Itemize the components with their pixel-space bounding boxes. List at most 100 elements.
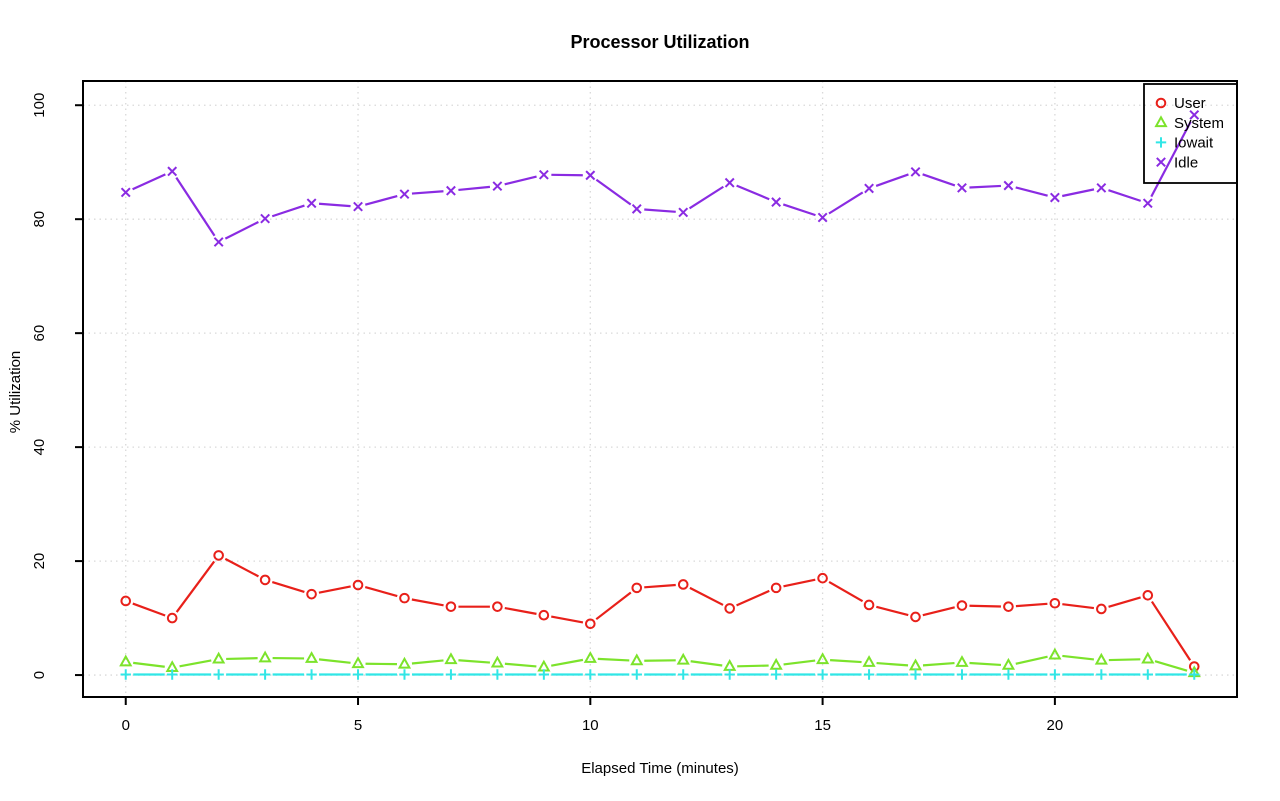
series-iowait-marker <box>1049 669 1061 680</box>
series-user-segment <box>318 585 351 594</box>
series-system-segment <box>133 661 165 668</box>
series-idle-segment <box>782 203 816 217</box>
series-iowait-marker <box>863 669 875 680</box>
series-system-segment <box>504 662 537 668</box>
legend-label-user: User <box>1174 95 1206 112</box>
series-user-segment <box>736 589 770 607</box>
series-iowait-marker <box>259 669 271 680</box>
triangle-open-icon <box>1154 115 1168 128</box>
series-idle-marker <box>910 166 921 177</box>
series-idle-segment <box>736 184 770 201</box>
x-tick-label: 15 <box>814 717 831 734</box>
series-iowait-marker <box>399 669 410 680</box>
series-user-segment <box>175 560 216 613</box>
series-user-marker <box>817 572 828 584</box>
series-user-marker <box>399 592 410 604</box>
series-idle-marker <box>1003 180 1014 191</box>
y-tick-label: 100 <box>31 93 48 118</box>
series-user-marker <box>1096 603 1107 615</box>
series-user-marker <box>306 588 317 600</box>
series-user-segment <box>644 583 676 589</box>
series-idle-marker <box>399 189 410 200</box>
x-icon <box>1156 157 1166 168</box>
series-idle-segment <box>875 173 909 187</box>
series-user-segment <box>1150 600 1192 661</box>
series-idle-segment <box>224 221 259 240</box>
series-iowait <box>120 669 1200 680</box>
series-iowait-marker <box>306 669 317 680</box>
series-user-marker <box>910 611 921 623</box>
series-system-segment <box>737 664 769 668</box>
x-tick-label: 20 <box>1047 717 1064 734</box>
series-iowait-marker <box>770 669 782 680</box>
series-idle-segment <box>828 191 864 215</box>
series-user-marker <box>1003 601 1014 612</box>
series-idle-marker <box>306 198 317 209</box>
series-user-segment <box>224 557 259 578</box>
series-user-marker <box>677 579 689 590</box>
series-system-marker <box>955 655 969 667</box>
circle-open-icon <box>1155 97 1167 109</box>
series-idle-segment <box>1062 188 1095 198</box>
series-system-marker <box>1141 651 1155 664</box>
series-system-marker <box>676 652 690 665</box>
series-idle-segment <box>922 173 956 187</box>
series-idle-marker <box>957 182 967 193</box>
series-system-marker <box>1048 647 1062 660</box>
series-idle-marker <box>446 185 456 196</box>
series-system-marker <box>1001 657 1016 670</box>
series-idle-segment <box>364 195 398 206</box>
series-user-segment <box>551 615 584 624</box>
series-iowait-marker <box>213 669 224 680</box>
series-idle-segment <box>271 204 305 218</box>
series-system-segment <box>1062 654 1095 661</box>
series-system-segment <box>783 659 816 666</box>
series-user-segment <box>595 591 632 621</box>
series-system-segment <box>1015 655 1048 665</box>
series-user-segment <box>876 605 909 617</box>
series-idle-marker <box>1096 182 1107 193</box>
series-idle-segment <box>1150 121 1192 198</box>
series-idle-segment <box>318 202 351 208</box>
series-idle-segment <box>969 184 1001 189</box>
series-iowait-marker <box>631 669 642 680</box>
series-system-segment <box>411 659 444 665</box>
series-user-segment <box>783 578 816 588</box>
series-system-segment <box>922 661 955 667</box>
series-iowait-marker <box>910 669 921 680</box>
series-user-marker <box>259 574 271 586</box>
series-user-marker <box>956 600 968 611</box>
series-user-segment <box>504 606 537 615</box>
y-tick-label: 0 <box>31 671 48 679</box>
series-system-marker <box>862 655 876 667</box>
series-idle-marker <box>353 201 363 212</box>
series-system-marker <box>212 651 226 664</box>
series-system-marker <box>444 652 458 665</box>
series-user-marker <box>631 582 643 594</box>
series-system <box>119 647 1201 678</box>
series-user-marker <box>724 603 735 614</box>
series-user-segment <box>1015 602 1048 608</box>
series-system-marker <box>630 653 644 666</box>
series-idle-segment <box>132 173 166 191</box>
series-user-segment <box>828 580 864 603</box>
series-system-segment <box>226 657 258 661</box>
series-system-marker <box>815 652 830 665</box>
series-user-marker <box>120 595 132 607</box>
series-iowait-marker <box>585 669 596 680</box>
series-iowait-marker <box>1142 669 1153 680</box>
series-idle-marker <box>1142 198 1153 209</box>
series-user-marker <box>445 601 457 612</box>
plot-border <box>82 80 1238 698</box>
series-iowait-marker <box>678 669 689 680</box>
series-iowait-marker <box>724 669 735 680</box>
series-system-segment <box>597 657 630 662</box>
series-idle-marker <box>585 170 596 181</box>
series-idle-segment <box>688 185 724 210</box>
series-system-segment <box>1154 660 1188 672</box>
legend-label-system: System <box>1174 115 1224 132</box>
series-idle-segment <box>1015 186 1048 197</box>
series-system-marker <box>537 659 551 672</box>
series-idle-marker <box>678 207 689 218</box>
series-idle-marker <box>1189 109 1200 120</box>
